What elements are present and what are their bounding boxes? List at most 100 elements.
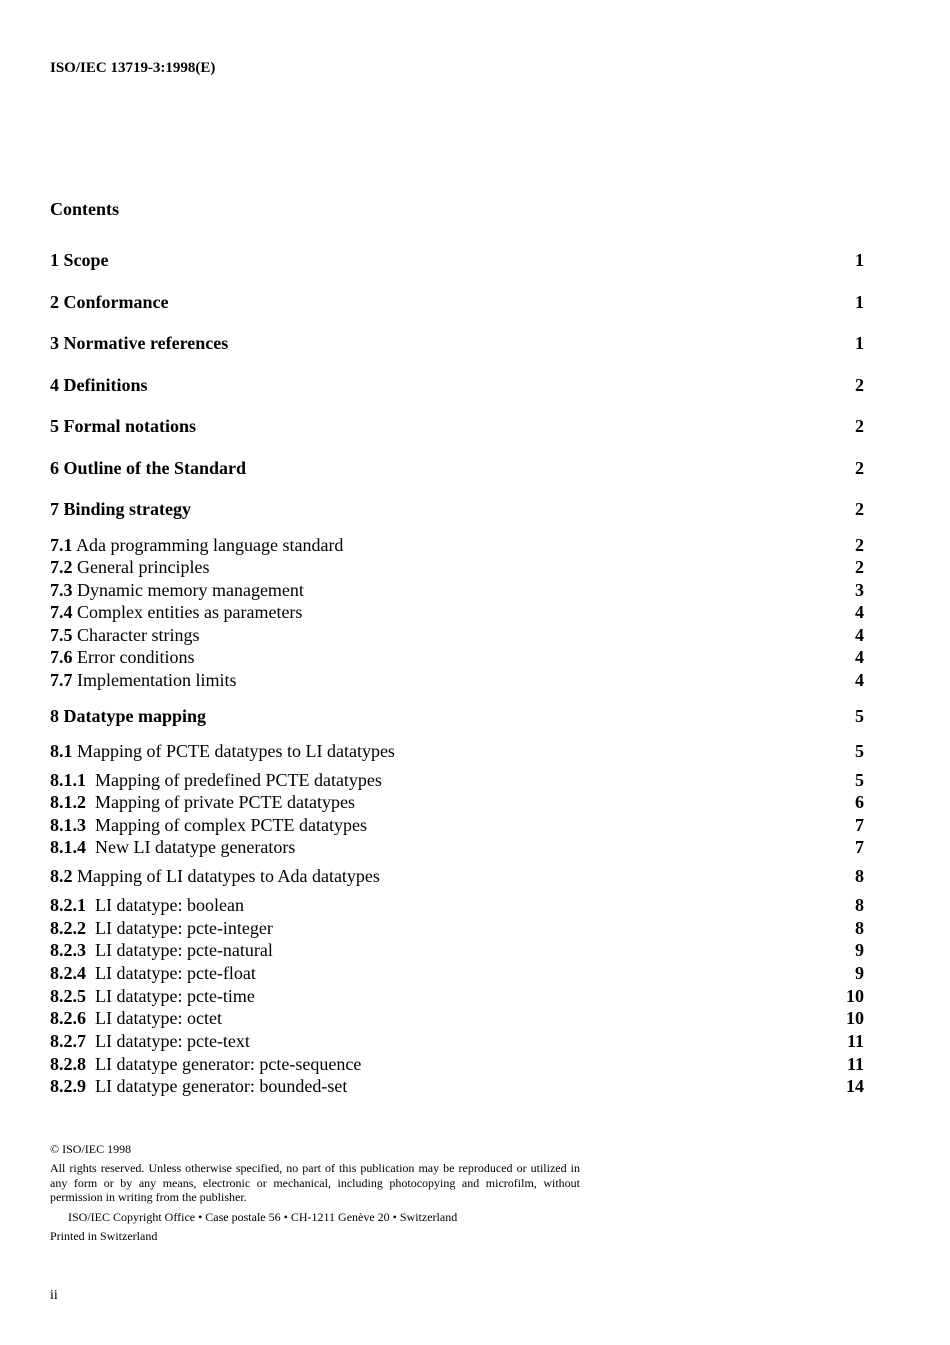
- toc-entry[interactable]: 7.3 Dynamic memory management 3: [50, 579, 864, 601]
- toc-entry[interactable]: 7.7 Implementation limits 4: [50, 669, 864, 691]
- toc-entry[interactable]: 7.1 Ada programming language standard 2: [50, 534, 864, 556]
- toc-entry-number: 7.1: [50, 535, 73, 555]
- toc-entry-number: 8: [50, 706, 59, 726]
- toc-entry-label: 8.2.4 LI datatype: pcte-float: [50, 962, 256, 984]
- toc-entry-number: 8.1.1: [50, 770, 86, 790]
- toc-entry-title: Mapping of predefined PCTE datatypes: [95, 770, 382, 790]
- toc-entry-label: 8.2.6 LI datatype: octet: [50, 1007, 222, 1029]
- toc-entry-page: 11: [846, 1031, 864, 1051]
- toc-entry[interactable]: 8.2.2 LI datatype: pcte-integer 8: [50, 917, 864, 939]
- toc-entry-number: 7.2: [50, 557, 73, 577]
- toc-entry-label: 8.2.8 LI datatype generator: pcte-sequen…: [50, 1053, 361, 1075]
- toc-entry-title: LI datatype generator: pcte-sequence: [95, 1054, 362, 1074]
- toc-entry-title: Mapping of LI datatypes to Ada datatypes: [77, 866, 380, 886]
- toc-entry[interactable]: 8.2.6 LI datatype: octet 10: [50, 1007, 864, 1029]
- toc-entry-page: 8: [855, 895, 864, 915]
- toc-entry-number: 7.4: [50, 602, 73, 622]
- toc-entry-page: 6: [855, 792, 864, 812]
- toc-entry[interactable]: 4 Definitions 2: [50, 374, 864, 396]
- toc-entry[interactable]: 8.1.4 New LI datatype generators 7: [50, 836, 864, 858]
- toc-entry[interactable]: 8.1.1 Mapping of predefined PCTE datatyp…: [50, 769, 864, 791]
- toc-entry[interactable]: 8.1 Mapping of PCTE datatypes to LI data…: [50, 740, 864, 762]
- toc-entry-page: 8: [855, 918, 864, 938]
- toc-entry-page: 2: [855, 375, 864, 395]
- copyright-line: © ISO/IEC 1998: [50, 1142, 132, 1156]
- toc-entry-title: Outline of the Standard: [63, 458, 247, 478]
- toc-entry-title: Normative references: [63, 333, 229, 353]
- toc-entry[interactable]: 6 Outline of the Standard 2: [50, 457, 864, 479]
- toc-entry-title: Dynamic memory management: [77, 580, 304, 600]
- toc-entry[interactable]: 7.2 General principles 2: [50, 556, 864, 578]
- printed-in: Printed in Switzerland: [50, 1229, 158, 1243]
- toc-entry-label: 8.1 Mapping of PCTE datatypes to LI data…: [50, 740, 395, 762]
- toc-entry[interactable]: 8.2 Mapping of LI datatypes to Ada datat…: [50, 865, 864, 887]
- toc-entry[interactable]: 8.2.7 LI datatype: pcte-text 11: [50, 1030, 864, 1052]
- toc-entry-page: 2: [855, 416, 864, 436]
- toc-entry-number: 7.7: [50, 670, 73, 690]
- toc-entry-page: 5: [855, 706, 864, 726]
- toc-entry[interactable]: 7.6 Error conditions 4: [50, 646, 864, 668]
- toc-entry-number: 8.2.4: [50, 963, 86, 983]
- toc-entry[interactable]: 8.2.1 LI datatype: boolean 8: [50, 894, 864, 916]
- toc-entry[interactable]: 8 Datatype mapping 5: [50, 705, 864, 727]
- toc-entry-title: LI datatype: octet: [95, 1008, 222, 1028]
- toc-entry-number: 8.1.3: [50, 815, 86, 835]
- toc-entry[interactable]: 2 Conformance 1: [50, 291, 864, 313]
- toc-entry-label: 4 Definitions: [50, 374, 148, 396]
- toc-entry[interactable]: 3 Normative references 1: [50, 332, 864, 354]
- toc-entry[interactable]: 7 Binding strategy 2: [50, 498, 864, 520]
- toc-entry[interactable]: 7.4 Complex entities as parameters 4: [50, 601, 864, 623]
- toc-entry-label: 8.1.2 Mapping of private PCTE datatypes: [50, 791, 355, 813]
- toc-entry-title: Mapping of complex PCTE datatypes: [95, 815, 367, 835]
- toc-entry[interactable]: 8.1.3 Mapping of complex PCTE datatypes 7: [50, 814, 864, 836]
- toc-entry-title: LI datatype: boolean: [95, 895, 244, 915]
- toc-entry-label: 7.7 Implementation limits: [50, 669, 236, 691]
- toc-entry-title: LI datatype: pcte-text: [95, 1031, 250, 1051]
- document-id-header: ISO/IEC 13719-3:1998(E): [50, 60, 216, 76]
- toc-entry-title: Implementation limits: [77, 670, 237, 690]
- toc-entry-label: 8 Datatype mapping: [50, 705, 206, 727]
- toc-entry-label: 7.4 Complex entities as parameters: [50, 601, 302, 623]
- toc-entry-title: Scope: [63, 250, 109, 270]
- toc-entry-title: Mapping of private PCTE datatypes: [95, 792, 355, 812]
- toc-entry[interactable]: 1 Scope 1: [50, 249, 864, 271]
- toc-entry[interactable]: 8.2.4 LI datatype: pcte-float 9: [50, 962, 864, 984]
- rights-statement: All rights reserved. Unless otherwise sp…: [50, 1161, 580, 1205]
- toc-entry-label: 6 Outline of the Standard: [50, 457, 246, 479]
- toc-entry-label: 7.2 General principles: [50, 556, 209, 578]
- toc-entry-number: 8.1: [50, 741, 73, 761]
- toc-entry-title: LI datatype: pcte-integer: [95, 918, 273, 938]
- toc-entry-number: 2: [50, 292, 59, 312]
- toc-entry[interactable]: 8.2.5 LI datatype: pcte-time 10: [50, 985, 864, 1007]
- toc-entry-page: 2: [855, 535, 864, 555]
- toc-entry-page: 1: [855, 333, 864, 353]
- toc-entry-title: Formal notations: [63, 416, 197, 436]
- toc-entry-label: 8.1.1 Mapping of predefined PCTE datatyp…: [50, 769, 382, 791]
- toc-entry[interactable]: 8.2.9 LI datatype generator: bounded-set…: [50, 1075, 864, 1097]
- toc-entry-title: Conformance: [63, 292, 169, 312]
- toc-entry-title: Definitions: [63, 375, 148, 395]
- toc-entry[interactable]: 8.2.3 LI datatype: pcte-natural 9: [50, 939, 864, 961]
- toc-entry-number: 7.3: [50, 580, 73, 600]
- toc-entry-page: 2: [855, 458, 864, 478]
- page-number: ii: [50, 1288, 58, 1303]
- toc-entry-page: 5: [855, 770, 864, 790]
- toc-entry-page: 1: [855, 250, 864, 270]
- toc-entry-label: 2 Conformance: [50, 291, 168, 313]
- toc-entry-label: 5 Formal notations: [50, 415, 196, 437]
- toc-entry-title: LI datatype: pcte-float: [95, 963, 256, 983]
- toc-entry-page: 4: [855, 602, 864, 622]
- toc-entry-title: Mapping of PCTE datatypes to LI datatype…: [77, 741, 395, 761]
- toc-entry-title: Complex entities as parameters: [77, 602, 303, 622]
- toc-entry[interactable]: 5 Formal notations 2: [50, 415, 864, 437]
- toc-entry-number: 8.2.6: [50, 1008, 86, 1028]
- toc-entry-page: 9: [855, 963, 864, 983]
- toc-entry-number: 8.2.2: [50, 918, 86, 938]
- toc-entry-label: 8.2.2 LI datatype: pcte-integer: [50, 917, 273, 939]
- toc-entry[interactable]: 7.5 Character strings 4: [50, 624, 864, 646]
- toc-entry[interactable]: 8.1.2 Mapping of private PCTE datatypes 6: [50, 791, 864, 813]
- toc-entry[interactable]: 8.2.8 LI datatype generator: pcte-sequen…: [50, 1053, 864, 1075]
- toc-entry-page: 5: [855, 741, 864, 761]
- toc-entry-page: 7: [855, 837, 864, 857]
- toc-entry-label: 7.6 Error conditions: [50, 646, 194, 668]
